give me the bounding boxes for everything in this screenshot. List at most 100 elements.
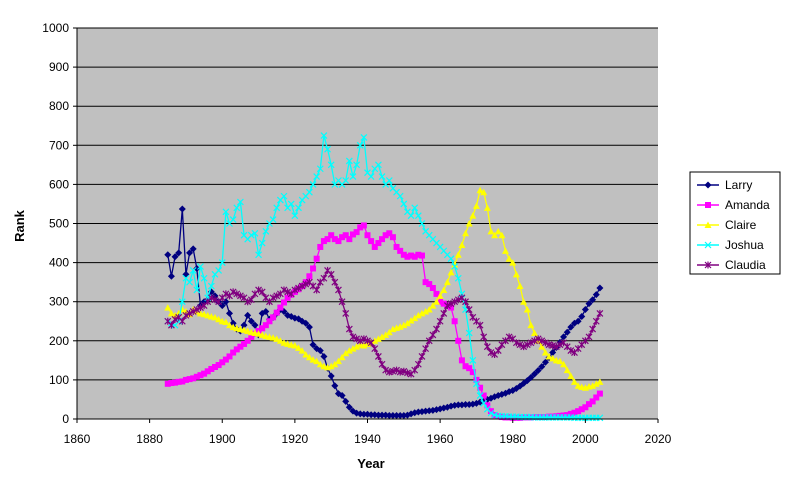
data-point-claudia [538,337,546,345]
data-point-joshua [305,188,313,196]
legend-item-claire: Claire [697,218,757,232]
y-axis-title: Rank [12,209,27,242]
data-point-amanda [404,253,411,260]
data-point-joshua [229,216,237,224]
data-point-claudia [429,331,437,339]
data-point-claire [469,212,477,219]
y-tick-label: 300 [49,295,69,309]
data-point-claudia [298,282,306,290]
data-point-claire [215,315,223,323]
data-point-larry [229,319,237,327]
data-point-claire [462,229,470,237]
data-point-joshua [295,204,302,212]
data-point-claudia [167,321,175,329]
data-point-larry [563,328,571,336]
data-point-amanda [204,368,211,375]
data-point-claire [226,321,234,329]
data-point-amanda [237,343,244,350]
data-point-claire [305,353,313,361]
data-point-amanda [241,340,248,347]
data-point-claudia [443,302,451,310]
data-point-claudia [186,309,193,317]
data-point-amanda [360,222,367,229]
data-point-claudia [440,309,448,317]
data-point-claudia [374,352,382,360]
data-point-amanda [266,318,273,325]
data-point-claudia [382,366,390,374]
data-point-larry [374,411,382,419]
data-point-claire [429,302,437,309]
data-point-joshua [360,134,368,141]
data-point-joshua [349,173,357,181]
data-point-amanda [277,304,284,311]
data-point-claire [520,298,528,305]
data-point-claire [327,362,335,370]
data-point-amanda [415,251,422,258]
data-point-claire [556,357,564,365]
data-point-joshua [258,239,266,247]
legend-box [689,171,781,275]
data-point-claire [425,306,433,313]
data-point-larry [462,401,470,409]
data-point-claudia [531,337,538,345]
data-point-joshua [207,282,215,290]
legend-label-claudia: Claudia [725,258,766,272]
data-point-amanda [313,255,320,262]
x-tick-label: 1880 [136,432,163,446]
legend-item-larry: Larry [697,178,752,192]
data-point-claire [512,270,520,278]
data-point-amanda [556,412,563,419]
data-point-joshua [280,192,288,200]
gridlines [77,27,658,381]
data-point-amanda [513,414,520,421]
data-point-claudia [313,286,321,294]
data-point-claire [480,188,488,196]
data-point-amanda [310,265,317,272]
data-point-claudia [418,352,426,360]
x-axis-title: Year [357,456,384,471]
data-point-joshua [247,231,255,239]
data-point-claudia [244,298,252,306]
data-point-claire [527,321,535,329]
data-point-amanda [477,384,484,391]
data-point-amanda [193,373,200,380]
x-tick-label: 1900 [209,432,236,446]
data-point-amanda [328,232,335,239]
data-point-larry [240,321,248,329]
data-point-joshua [451,263,459,270]
x-axis-ticks: 1860 1880 1900 1920 1940 1960 1980 2000 2020 [64,419,672,446]
data-point-larry [342,397,350,405]
data-point-claudia [295,284,302,292]
legend-marker-amanda [705,202,711,208]
data-point-amanda [226,353,233,360]
data-point-amanda [270,314,277,321]
data-point-claire [298,347,306,354]
data-point-amanda [480,392,487,399]
data-point-amanda [186,376,193,383]
data-point-claudia [523,341,531,349]
data-point-larry [164,251,172,259]
data-point-larry [262,307,270,315]
data-point-amanda [586,401,593,408]
data-point-joshua [236,198,244,206]
data-point-joshua [411,204,419,212]
data-point-amanda [440,300,447,307]
legend-label-joshua: Joshua [725,238,764,252]
data-point-amanda [175,378,182,385]
data-point-amanda [433,290,440,297]
x-tick-label: 1960 [427,432,454,446]
legend-marker-claire [704,221,712,228]
data-point-larry [585,300,593,308]
data-point-claire [545,352,553,360]
data-point-amanda [487,408,494,415]
data-point-claudia [247,296,255,304]
y-tick-label: 400 [49,256,69,270]
data-point-joshua [309,180,317,188]
x-tick-label: 1920 [282,432,309,446]
data-point-claudia [367,339,375,347]
data-point-claire [331,360,339,368]
data-point-joshua [255,251,262,259]
data-point-claire [273,335,281,342]
legend-item-claudia: Claudia [697,258,766,272]
